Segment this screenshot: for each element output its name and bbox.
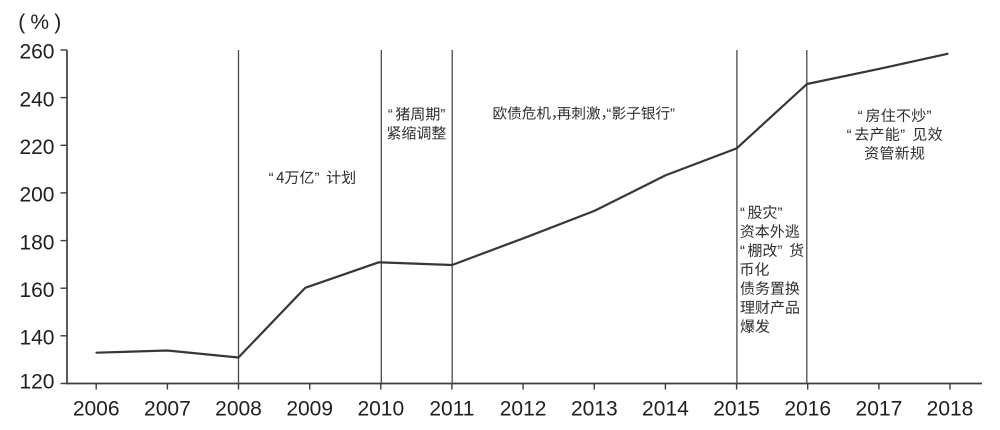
svg-text:2006: 2006 (73, 398, 120, 421)
svg-text:2008: 2008 (215, 398, 262, 421)
svg-text:120: 120 (19, 370, 54, 393)
svg-text:200: 200 (19, 184, 54, 207)
svg-text:160: 160 (19, 279, 54, 302)
svg-text:180: 180 (19, 231, 54, 254)
svg-text:(%): (%) (18, 11, 66, 34)
svg-text:220: 220 (19, 136, 54, 159)
svg-text:2012: 2012 (500, 398, 547, 421)
svg-text:140: 140 (19, 327, 54, 350)
svg-text:2010: 2010 (357, 398, 404, 421)
svg-text:2014: 2014 (642, 398, 689, 421)
svg-text:2013: 2013 (571, 398, 618, 421)
svg-text:2016: 2016 (784, 398, 831, 421)
svg-text:2007: 2007 (144, 398, 191, 421)
svg-text:260: 260 (19, 41, 54, 64)
svg-text:2009: 2009 (286, 398, 333, 421)
svg-text:2017: 2017 (856, 398, 903, 421)
svg-text:240: 240 (19, 88, 54, 111)
svg-text:2011: 2011 (429, 398, 474, 421)
svg-text:2018: 2018 (927, 398, 974, 421)
svg-text:2015: 2015 (713, 398, 760, 421)
